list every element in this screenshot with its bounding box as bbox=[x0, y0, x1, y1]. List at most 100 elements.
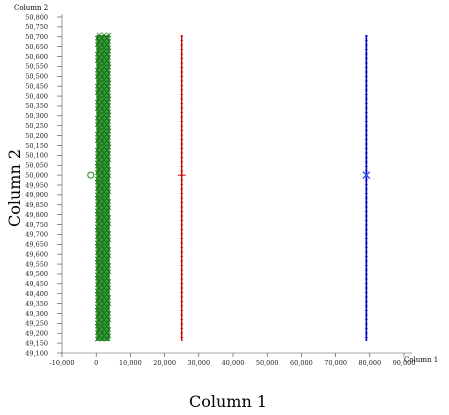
green-point bbox=[94, 314, 100, 320]
green-point bbox=[94, 58, 100, 64]
y-tick-label: 49,550 bbox=[25, 260, 48, 268]
green-point bbox=[106, 189, 112, 195]
x-axis-title: Column 1 bbox=[189, 392, 267, 411]
green-point bbox=[94, 35, 100, 41]
green-point bbox=[106, 246, 112, 252]
y-tick-label: 50,400 bbox=[25, 92, 48, 100]
x-tick-label: 20,000 bbox=[153, 359, 176, 367]
green-point bbox=[94, 330, 100, 336]
green-point bbox=[94, 195, 100, 201]
green-point bbox=[94, 211, 100, 217]
y-tick-label: 49,800 bbox=[25, 211, 48, 219]
green-point bbox=[106, 294, 112, 300]
green-point bbox=[94, 282, 100, 288]
green-point bbox=[106, 182, 112, 188]
green-point bbox=[106, 278, 112, 284]
green-point bbox=[94, 234, 100, 240]
x-tick-label: 80,000 bbox=[358, 359, 381, 367]
green-point bbox=[106, 317, 112, 323]
green-point bbox=[106, 112, 112, 118]
y-tick-label: 49,250 bbox=[25, 320, 48, 328]
x-tick-label: 0 bbox=[94, 359, 98, 367]
green-point bbox=[94, 259, 100, 265]
green-point bbox=[94, 243, 100, 249]
y-tick-label: 49,900 bbox=[25, 191, 48, 199]
green-point bbox=[106, 230, 112, 236]
green-point bbox=[94, 202, 100, 208]
green-point bbox=[106, 173, 112, 179]
y-tick-label: 50,000 bbox=[25, 171, 48, 179]
green-point bbox=[104, 336, 110, 342]
x-tick-label: 60,000 bbox=[290, 359, 313, 367]
y-tick-label: 50,300 bbox=[25, 112, 48, 120]
green-point bbox=[106, 310, 112, 316]
y-tick-label: 50,050 bbox=[25, 162, 48, 170]
x-tick-label: 10,000 bbox=[119, 359, 142, 367]
green-point bbox=[106, 333, 112, 339]
y-tick-label: 49,350 bbox=[25, 300, 48, 308]
y-tick-label: 50,450 bbox=[25, 82, 48, 90]
y-tick-label: 49,850 bbox=[25, 201, 48, 209]
green-point bbox=[106, 326, 112, 332]
series-layer bbox=[87, 32, 371, 342]
green-point bbox=[94, 115, 100, 121]
green-point bbox=[94, 163, 100, 169]
green-point bbox=[106, 285, 112, 291]
y-tick-label: 49,750 bbox=[25, 221, 48, 229]
x-ticks: -10,000 0 10,000 20,000 30,000 40,000 50,000 60… bbox=[50, 353, 415, 367]
x-tick-label: 40,000 bbox=[222, 359, 245, 367]
green-point bbox=[94, 227, 100, 233]
green-point bbox=[106, 48, 112, 54]
green-point bbox=[94, 170, 100, 176]
green-point bbox=[94, 218, 100, 224]
y-tick-label: 49,150 bbox=[25, 339, 48, 347]
y-tick-label: 49,950 bbox=[25, 181, 48, 189]
x-tick-label: 50,000 bbox=[256, 359, 279, 367]
green-point bbox=[94, 147, 100, 153]
y-tick-label: 50,350 bbox=[25, 102, 48, 110]
green-point bbox=[106, 128, 112, 134]
green-point bbox=[106, 102, 112, 108]
green-point bbox=[106, 86, 112, 92]
y-tick-label: 50,100 bbox=[25, 152, 48, 160]
green-point bbox=[94, 336, 100, 342]
green-point bbox=[106, 237, 112, 243]
green-point bbox=[94, 186, 100, 192]
green-point bbox=[106, 198, 112, 204]
green-point bbox=[106, 269, 112, 275]
green-point bbox=[94, 179, 100, 185]
green-point bbox=[106, 221, 112, 227]
green-point bbox=[94, 67, 100, 73]
green-point bbox=[106, 54, 112, 60]
x-tick-label: -10,000 bbox=[50, 359, 75, 367]
y-tick-label: 49,600 bbox=[25, 250, 48, 258]
green-point bbox=[106, 301, 112, 307]
green-point bbox=[99, 336, 105, 342]
green-point bbox=[106, 253, 112, 259]
green-point bbox=[106, 80, 112, 86]
green-point bbox=[106, 64, 112, 70]
green-point bbox=[106, 150, 112, 156]
green-point bbox=[106, 70, 112, 76]
y-tick-label: 50,550 bbox=[25, 63, 48, 71]
green-point bbox=[106, 118, 112, 124]
series-blue bbox=[362, 35, 371, 341]
green-point bbox=[94, 298, 100, 304]
y-tick-label: 50,250 bbox=[25, 122, 48, 130]
green-point bbox=[94, 138, 100, 144]
green-point bbox=[94, 154, 100, 160]
y-tick-label: 49,400 bbox=[25, 290, 48, 298]
green-point bbox=[94, 250, 100, 256]
green-point bbox=[106, 38, 112, 44]
y-tick-label: 49,300 bbox=[25, 310, 48, 318]
green-point bbox=[106, 166, 112, 172]
y-tick-label: 49,500 bbox=[25, 270, 48, 278]
y-tick-label: 50,800 bbox=[25, 13, 48, 21]
green-point bbox=[94, 131, 100, 137]
x-tick-label: 70,000 bbox=[324, 359, 347, 367]
green-point bbox=[94, 275, 100, 281]
green-point bbox=[94, 122, 100, 128]
y-tick-label: 50,750 bbox=[25, 23, 48, 31]
